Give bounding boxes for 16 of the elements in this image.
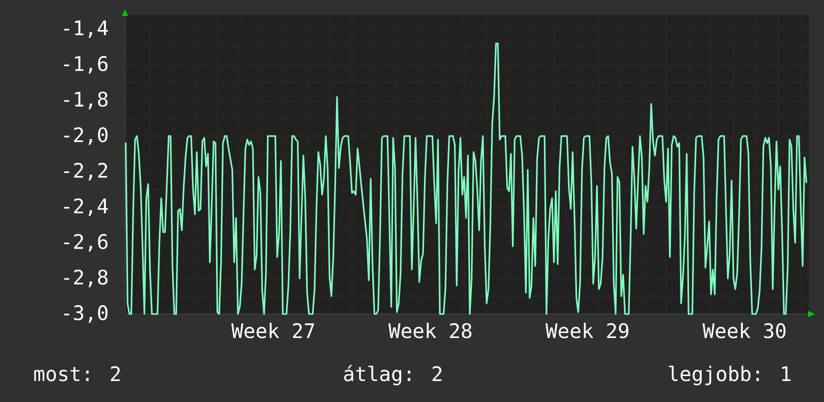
- text: legjobb: 1: [668, 366, 790, 386]
- y-tick-label: -2,6: [64, 234, 108, 252]
- y-tick-label: -2,0: [64, 127, 108, 145]
- x-tick-label: Week 28: [388, 322, 472, 338]
- y-tick-label: -1,4: [64, 20, 108, 38]
- y-tick-label: -2,8: [64, 270, 108, 288]
- x-tick-label: Week 29: [545, 322, 628, 338]
- y-tick-label: -1,6: [64, 56, 108, 74]
- x-tick-label: Week 30: [702, 322, 786, 338]
- y-tick-label: -2,2: [64, 162, 108, 180]
- y-tick-label: -3,0: [64, 305, 108, 323]
- y-tick-label: -2,4: [64, 198, 108, 216]
- text: most: 2: [34, 366, 120, 382]
- x-tick-label: Week 27: [231, 322, 314, 338]
- y-tick-label: -1,8: [64, 92, 108, 110]
- text: átlag: 2: [344, 365, 442, 386]
